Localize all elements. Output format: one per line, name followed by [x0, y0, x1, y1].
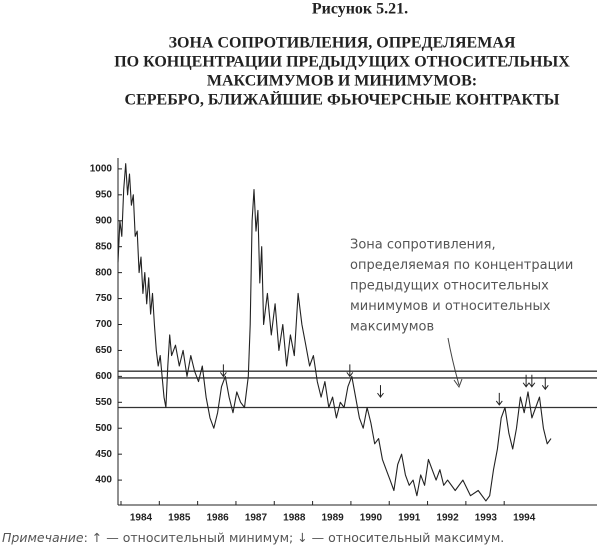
x-tick-label: 1988	[283, 513, 306, 524]
max-arrow	[522, 374, 530, 388]
x-tick-label: 1987	[245, 513, 268, 524]
title-line: ЗОНА СОПРОТИВЛЕНИЯ, ОПРЕДЕЛЯЕМАЯ	[169, 35, 516, 52]
x-tick-label: 1985	[168, 513, 191, 524]
max-arrow	[495, 392, 503, 406]
annotation-pointer	[447, 337, 460, 386]
title-line: ПО КОНЦЕНТРАЦИИ ПРЕДЫДУЩИХ ОТНОСИТЕЛЬНЫХ	[114, 54, 570, 71]
max-arrow	[528, 374, 536, 388]
annotation-line: определяемая по концентрации	[350, 258, 573, 273]
annotation-arrowhead	[453, 378, 463, 389]
y-tick-label: 950	[95, 189, 112, 200]
annotation-line: Зона сопротивления,	[350, 238, 496, 253]
y-tick-label: 400	[95, 475, 112, 486]
y-tick-label: 850	[95, 241, 112, 252]
y-tick-label: 750	[95, 293, 112, 304]
note: Примечание: ↑ — относительный минимум; ↓…	[2, 530, 504, 545]
title-line: СЕРЕБРО, БЛИЖАЙШИЕ ФЬЮЧЕРСНЫЕ КОНТРАКТЫ	[125, 90, 560, 109]
y-tick-label: 650	[95, 345, 112, 356]
price-line	[117, 163, 552, 502]
annotation-line: максимумов	[350, 320, 434, 335]
max-arrow	[541, 377, 549, 391]
y-tick-label: 500	[95, 423, 112, 434]
x-tick-label: 1989	[321, 513, 344, 524]
x-tick-label: 1993	[475, 513, 498, 524]
x-tick-label: 1992	[436, 513, 459, 524]
y-tick-label: 900	[95, 215, 112, 226]
max-arrow	[219, 364, 227, 378]
y-tick-label: 600	[95, 371, 112, 382]
x-tick-label: 1990	[360, 513, 383, 524]
max-arrow	[377, 385, 384, 398]
x-tick-label: 1991	[398, 513, 421, 524]
note-text: : ↑ — относительный минимум; ↓ — относит…	[84, 530, 505, 545]
y-tick-label: 1000	[90, 164, 113, 175]
x-tick-label: 1986	[207, 513, 230, 524]
figure-label: Рисунок 5.21.	[312, 1, 408, 18]
annotation-line: минимумов и относительных	[350, 299, 551, 314]
note-label: Примечание	[2, 530, 84, 545]
x-tick-label: 1994	[513, 513, 536, 524]
y-tick-label: 700	[95, 319, 112, 330]
x-tick-label: 1984	[130, 513, 153, 524]
title-line: МАКСИМУМОВ И МИНИМУМОВ:	[207, 73, 477, 90]
max-arrow	[346, 364, 354, 378]
y-tick-label: 450	[95, 449, 112, 460]
annotation: Зона сопротивления, определяемая по конце…	[350, 238, 573, 335]
annotation-line: предыдущих относительных	[350, 279, 549, 294]
y-tick-label: 550	[95, 397, 112, 408]
y-tick-label: 800	[95, 267, 112, 278]
